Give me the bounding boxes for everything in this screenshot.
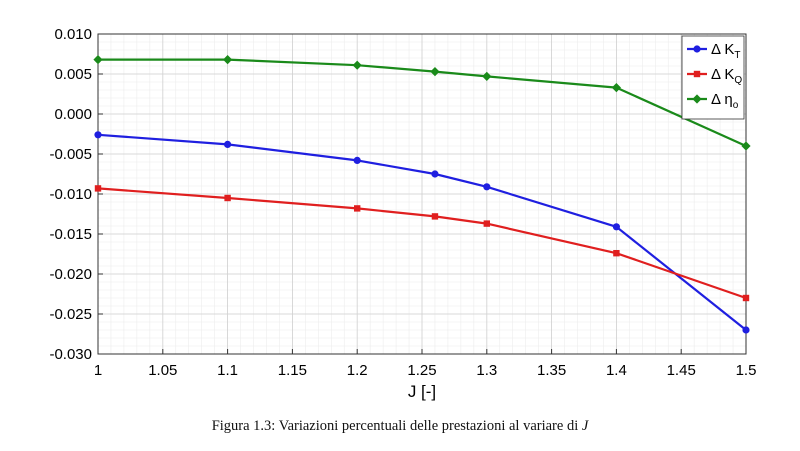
series-0 xyxy=(94,131,750,334)
x-tick-label: 1.25 xyxy=(407,362,436,379)
legend-item: Δ ηo xyxy=(687,91,739,111)
x-tick-label: 1.3 xyxy=(476,362,497,379)
data-point xyxy=(742,294,750,302)
legend-label: Δ ηo xyxy=(711,91,739,111)
data-point xyxy=(482,71,492,81)
y-tick-label: -0.010 xyxy=(49,186,92,203)
x-axis-label: J [-] xyxy=(408,382,436,401)
data-point xyxy=(352,60,362,70)
y-tick-label: -0.015 xyxy=(49,226,92,243)
x-tick-label: 1.1 xyxy=(217,362,238,379)
legend-item: Δ KQ xyxy=(687,66,742,86)
data-point xyxy=(742,326,750,334)
data-point xyxy=(93,55,103,65)
y-tick-label: -0.005 xyxy=(49,146,92,163)
legend-item: Δ KT xyxy=(687,41,740,61)
data-point xyxy=(223,55,233,65)
x-tick-label: 1.15 xyxy=(278,362,307,379)
x-tick-label: 1.05 xyxy=(148,362,177,379)
series-1 xyxy=(94,185,750,302)
series-layer xyxy=(93,55,751,334)
x-tick-label: 1.5 xyxy=(736,362,757,379)
x-tick-label: 1.4 xyxy=(606,362,627,379)
x-tick-label: 1.2 xyxy=(347,362,368,379)
data-point xyxy=(224,194,231,202)
y-tick-label: 0.005 xyxy=(54,66,92,83)
data-point xyxy=(354,205,361,212)
legend-marker xyxy=(692,94,702,104)
y-tick-label: -0.025 xyxy=(49,306,92,323)
legend-label: Δ KT xyxy=(711,41,740,61)
figure-caption: Figura 1.3: Variazioni percentuali delle… xyxy=(0,418,800,435)
legend-marker xyxy=(693,45,701,53)
data-point xyxy=(94,185,102,192)
data-point xyxy=(483,220,490,227)
legend: Δ KT Δ KQ Δ ηo xyxy=(681,35,745,120)
data-point xyxy=(94,131,102,139)
data-point xyxy=(430,67,440,77)
x-tick-label: 1 xyxy=(94,362,102,379)
y-tick-label: 0.000 xyxy=(54,106,92,123)
caption-text: Figura 1.3: Variazioni percentuali delle… xyxy=(211,418,582,434)
x-tick-label: 1.35 xyxy=(537,362,566,379)
legend-label: Δ KQ xyxy=(711,66,742,86)
data-point xyxy=(353,156,361,164)
data-point xyxy=(483,183,491,191)
y-tick-label: -0.030 xyxy=(49,346,92,363)
y-tick-label: -0.020 xyxy=(49,266,92,283)
caption-variable: J xyxy=(581,418,589,434)
y-tick-label: 0.010 xyxy=(54,26,92,43)
data-point xyxy=(611,83,621,93)
y-axis-ticks: 0.010 0.005 0.000 -0.005 -0.010 -0.015 -0.020 -… xyxy=(49,26,103,363)
x-tick-label: 1.45 xyxy=(667,362,696,379)
data-point xyxy=(224,140,232,148)
line-chart: 1 1.05 1.1 1.15 1.2 1.25 1.3 1.35 1.4 1.45 1.5 0.0… xyxy=(49,26,757,401)
series-2 xyxy=(93,55,751,151)
data-point xyxy=(431,170,439,178)
x-axis-ticks: 1 1.05 1.1 1.15 1.2 1.25 1.3 1.35 1.4 1.45 1.5 xyxy=(94,349,757,379)
legend-marker xyxy=(693,70,701,78)
data-point xyxy=(431,213,439,220)
data-point xyxy=(741,141,751,151)
data-point xyxy=(613,250,620,257)
data-point xyxy=(612,223,621,231)
